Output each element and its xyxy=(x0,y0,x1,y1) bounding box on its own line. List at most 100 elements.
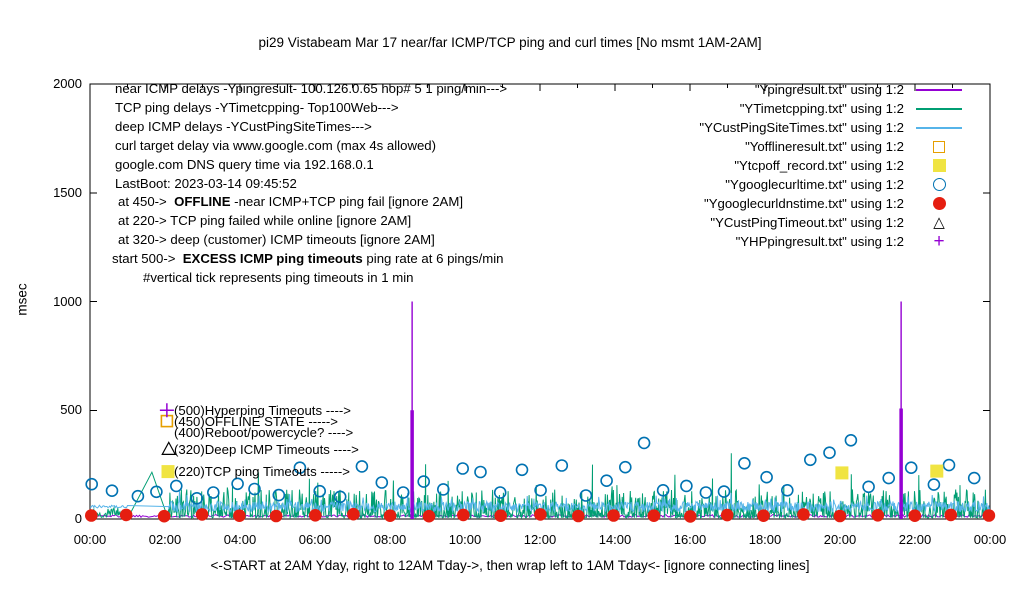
marker-google-curl xyxy=(760,470,773,484)
marker-google-curl xyxy=(493,486,507,499)
annotation-block-topleft: near ICMP delays -Ypingresult- 100.126.0… xyxy=(112,80,507,288)
marker-google-dns xyxy=(647,509,661,522)
y-tick-label: 0 xyxy=(74,511,82,526)
legend-row: "Ygooglecurltime.txt" using 1:2 xyxy=(699,175,968,194)
y-axis-label: msec xyxy=(14,283,30,316)
legend-label: "Ygooglecurldnstime.txt" using 1:2 xyxy=(704,196,904,211)
legend-label: "YHPpingresult.txt" using 1:2 xyxy=(735,234,904,249)
annotation-line: at 220-> TCP ping failed while online [i… xyxy=(118,213,412,229)
marker-google-dns xyxy=(269,509,283,523)
annotation-line: LastBoot: 2023-03-14 09:45:52 xyxy=(115,175,297,191)
scatter-markers xyxy=(85,403,996,523)
series-deep-icmp xyxy=(90,491,990,514)
legend-label: "YCustPingTimeout.txt" using 1:2 xyxy=(710,215,904,230)
marker-google-curl xyxy=(942,458,956,472)
series-near-icmp-spikes xyxy=(410,301,903,519)
legend-label: "Ytcpoff_record.txt" using 1:2 xyxy=(734,158,904,173)
marker-google-curl xyxy=(637,436,651,450)
legend-marker-plus: + xyxy=(933,231,945,252)
x-tick-label: 08:00 xyxy=(373,532,407,547)
marker-google-curl xyxy=(313,484,327,498)
marker-google-curl xyxy=(618,460,632,474)
legend-row: "Ypingresult.txt" using 1:2 xyxy=(699,80,968,99)
legend-row: "YCustPingTimeout.txt" using 1:2 △ xyxy=(699,213,968,232)
marker-google-curl xyxy=(680,479,693,493)
marker-google-dns xyxy=(944,508,958,522)
marker-google-curl xyxy=(927,478,941,491)
annotation-line: at 450-> OFFLINE -near ICMP+TCP ping fai… xyxy=(118,194,463,210)
marker-google-curl xyxy=(231,477,244,491)
marker-google-curl xyxy=(150,485,163,499)
legend-marker-filled-square xyxy=(910,159,968,172)
x-tick-label: 14:00 xyxy=(598,532,632,547)
legend-row: "Yofflineresult.txt" using 1:2 xyxy=(699,137,968,156)
marker-google-dns xyxy=(833,509,847,523)
marker-google-curl xyxy=(131,489,145,503)
marker-google-dns xyxy=(119,508,133,522)
marker-google-curl xyxy=(534,483,547,497)
marker-google-dns xyxy=(720,508,734,522)
legend-row: "Ygooglecurldnstime.txt" using 1:2 xyxy=(699,194,968,213)
x-axis-label: <-START at 2AM Yday, right to 12AM Tday-… xyxy=(210,558,810,573)
marker-google-curl xyxy=(823,446,836,460)
y-tick-label: 1000 xyxy=(53,293,82,309)
marker-google-curl xyxy=(844,433,858,447)
legend-marker-open-circle xyxy=(910,178,968,191)
legend: "Ypingresult.txt" using 1:2 "YTimetcpping… xyxy=(699,80,968,251)
marker-google-curl xyxy=(717,485,731,498)
marker-google-dns xyxy=(757,509,770,522)
marker-google-curl xyxy=(293,461,307,475)
marker-google-curl xyxy=(862,480,875,494)
x-tick-label: 16:00 xyxy=(673,532,707,547)
marker-google-dns xyxy=(422,509,436,523)
x-tick-label: 04:00 xyxy=(223,532,257,547)
marker-google-dns xyxy=(908,509,922,522)
marker-google-dns xyxy=(85,509,98,522)
marker-google-curl xyxy=(417,475,431,488)
marker-cust-ping-timeout xyxy=(161,441,177,455)
annotation-line: TCP ping delays -YTimetcpping- Top100Web… xyxy=(115,99,399,115)
marker-google-curl xyxy=(85,477,98,491)
marker-google-dns xyxy=(684,510,697,523)
marker-google-curl xyxy=(882,471,896,485)
marker-google-dns xyxy=(982,509,996,522)
legend-label: "Ypingresult.txt" using 1:2 xyxy=(754,82,904,97)
marker-tcp-offline xyxy=(835,466,849,480)
x-tick-label: 00:00 xyxy=(973,532,1007,547)
marker-google-curl xyxy=(375,476,389,489)
marker-google-curl xyxy=(656,483,670,497)
legend-label: "YCustPingSiteTimes.txt" using 1:2 xyxy=(699,120,904,135)
marker-google-curl xyxy=(105,484,119,498)
annotation-line: #vertical tick represents ping timeouts … xyxy=(143,270,414,286)
marker-google-curl xyxy=(904,461,918,475)
marker-google-dns xyxy=(871,509,885,522)
marker-google-curl xyxy=(396,486,410,499)
marker-google-dns xyxy=(457,508,470,522)
marker-google-curl xyxy=(190,491,204,505)
annotation-line: curl target delay via www.google.com (ma… xyxy=(115,137,437,153)
x-tick-label: 06:00 xyxy=(298,532,332,547)
annotation-line: google.com DNS query time via 192.168.0.… xyxy=(115,156,374,172)
marker-google-dns xyxy=(797,508,810,521)
legend-marker-line xyxy=(910,107,968,110)
marker-google-curl xyxy=(272,488,286,502)
marker-google-curl xyxy=(780,483,794,497)
marker-google-curl xyxy=(555,459,569,472)
chart-title: pi29 Vistabeam Mar 17 near/far ICMP/TCP … xyxy=(258,35,762,50)
legend-row: "Ytcpoff_record.txt" using 1:2 xyxy=(699,156,968,175)
legend-row: "YTimetcpping.txt" using 1:2 xyxy=(699,99,968,118)
threshold-label: (500)Hyperping Timeouts ----> xyxy=(174,402,351,418)
legend-label: "Yofflineresult.txt" using 1:2 xyxy=(745,139,904,154)
marker-google-curl xyxy=(803,453,817,467)
marker-google-curl xyxy=(248,482,261,496)
legend-row: "YCustPingSiteTimes.txt" using 1:2 xyxy=(699,118,968,137)
legend-label: "Ygooglecurltime.txt" using 1:2 xyxy=(725,177,904,192)
marker-google-curl xyxy=(474,465,487,479)
marker-google-dns xyxy=(572,509,585,523)
marker-google-dns xyxy=(494,509,508,522)
legend-marker-open-square xyxy=(910,140,968,153)
marker-google-dns xyxy=(383,509,397,522)
y-tick-label: 500 xyxy=(60,402,82,418)
legend-marker-line xyxy=(910,126,968,129)
